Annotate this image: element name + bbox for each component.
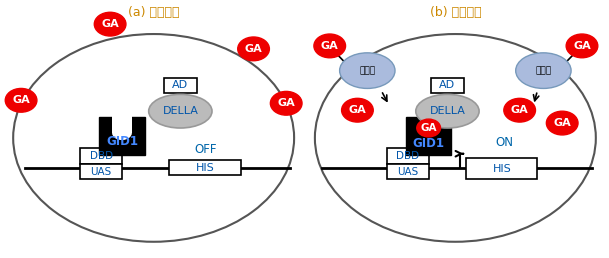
Ellipse shape [416,94,479,128]
Ellipse shape [314,34,345,58]
Text: GA: GA [573,41,591,51]
Text: GA: GA [348,105,366,115]
Text: UAS: UAS [91,166,112,176]
Bar [80,148,122,164]
Ellipse shape [238,37,269,61]
Bar [406,117,451,155]
Text: OFF: OFF [195,143,217,156]
Ellipse shape [315,34,596,242]
Text: GA: GA [554,118,571,128]
Ellipse shape [417,119,440,137]
Text: (b) 輸送体有: (b) 輸送体有 [429,6,481,19]
Ellipse shape [94,12,126,36]
Ellipse shape [566,34,598,58]
Ellipse shape [516,53,571,88]
Text: HIS: HIS [493,164,511,174]
Text: GA: GA [420,123,437,133]
Bar [387,148,429,164]
Text: GID1: GID1 [106,135,138,148]
Text: UAS: UAS [397,166,418,176]
Text: DELLA: DELLA [429,106,465,116]
Ellipse shape [270,91,302,115]
Ellipse shape [149,94,212,128]
Bar [169,160,241,175]
Bar [431,78,464,93]
Text: DELLA: DELLA [163,106,199,116]
Bar [164,78,197,93]
Ellipse shape [5,88,37,112]
Text: HIS: HIS [195,163,214,173]
Text: GA: GA [12,95,30,105]
Text: AD: AD [172,80,188,91]
Text: DBD: DBD [396,151,420,161]
Ellipse shape [342,98,373,122]
Text: GA: GA [511,105,529,115]
Bar [387,164,429,180]
Ellipse shape [340,53,395,88]
Ellipse shape [504,98,535,122]
Bar [80,164,122,180]
Bar [466,158,538,180]
Bar [99,117,145,155]
Text: 輸送体: 輸送体 [359,66,375,75]
Text: GA: GA [277,98,295,108]
Text: GA: GA [245,44,262,54]
Text: (a) 輸送体無: (a) 輸送体無 [128,6,180,19]
Text: DBD: DBD [90,151,113,161]
Text: ON: ON [495,136,513,149]
Ellipse shape [13,34,294,242]
Ellipse shape [112,126,132,140]
Text: AD: AD [439,80,456,91]
Bar [112,115,132,133]
Text: GA: GA [101,19,119,29]
Text: GA: GA [321,41,339,51]
Text: GID1: GID1 [413,137,445,150]
Text: 輸送体: 輸送体 [535,66,552,75]
Ellipse shape [546,111,578,135]
